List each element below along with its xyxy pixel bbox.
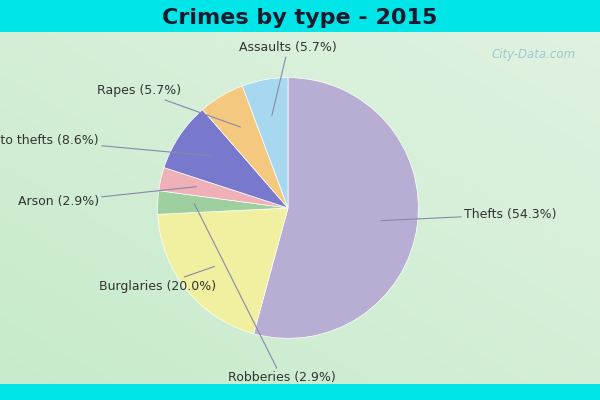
Wedge shape	[164, 110, 288, 208]
Text: Burglaries (20.0%): Burglaries (20.0%)	[99, 266, 216, 293]
Text: Rapes (5.7%): Rapes (5.7%)	[97, 84, 241, 127]
Wedge shape	[202, 86, 288, 208]
Text: Robberies (2.9%): Robberies (2.9%)	[194, 204, 335, 384]
Text: Thefts (54.3%): Thefts (54.3%)	[381, 208, 557, 221]
Text: City-Data.com: City-Data.com	[492, 48, 576, 61]
Text: Arson (2.9%): Arson (2.9%)	[18, 187, 197, 208]
Wedge shape	[158, 208, 288, 334]
Wedge shape	[158, 191, 288, 214]
Wedge shape	[159, 168, 288, 208]
Wedge shape	[254, 78, 418, 338]
Text: Assaults (5.7%): Assaults (5.7%)	[239, 41, 337, 116]
Text: Crimes by type - 2015: Crimes by type - 2015	[163, 8, 437, 28]
Wedge shape	[242, 78, 288, 208]
Text: Auto thefts (8.6%): Auto thefts (8.6%)	[0, 134, 210, 156]
